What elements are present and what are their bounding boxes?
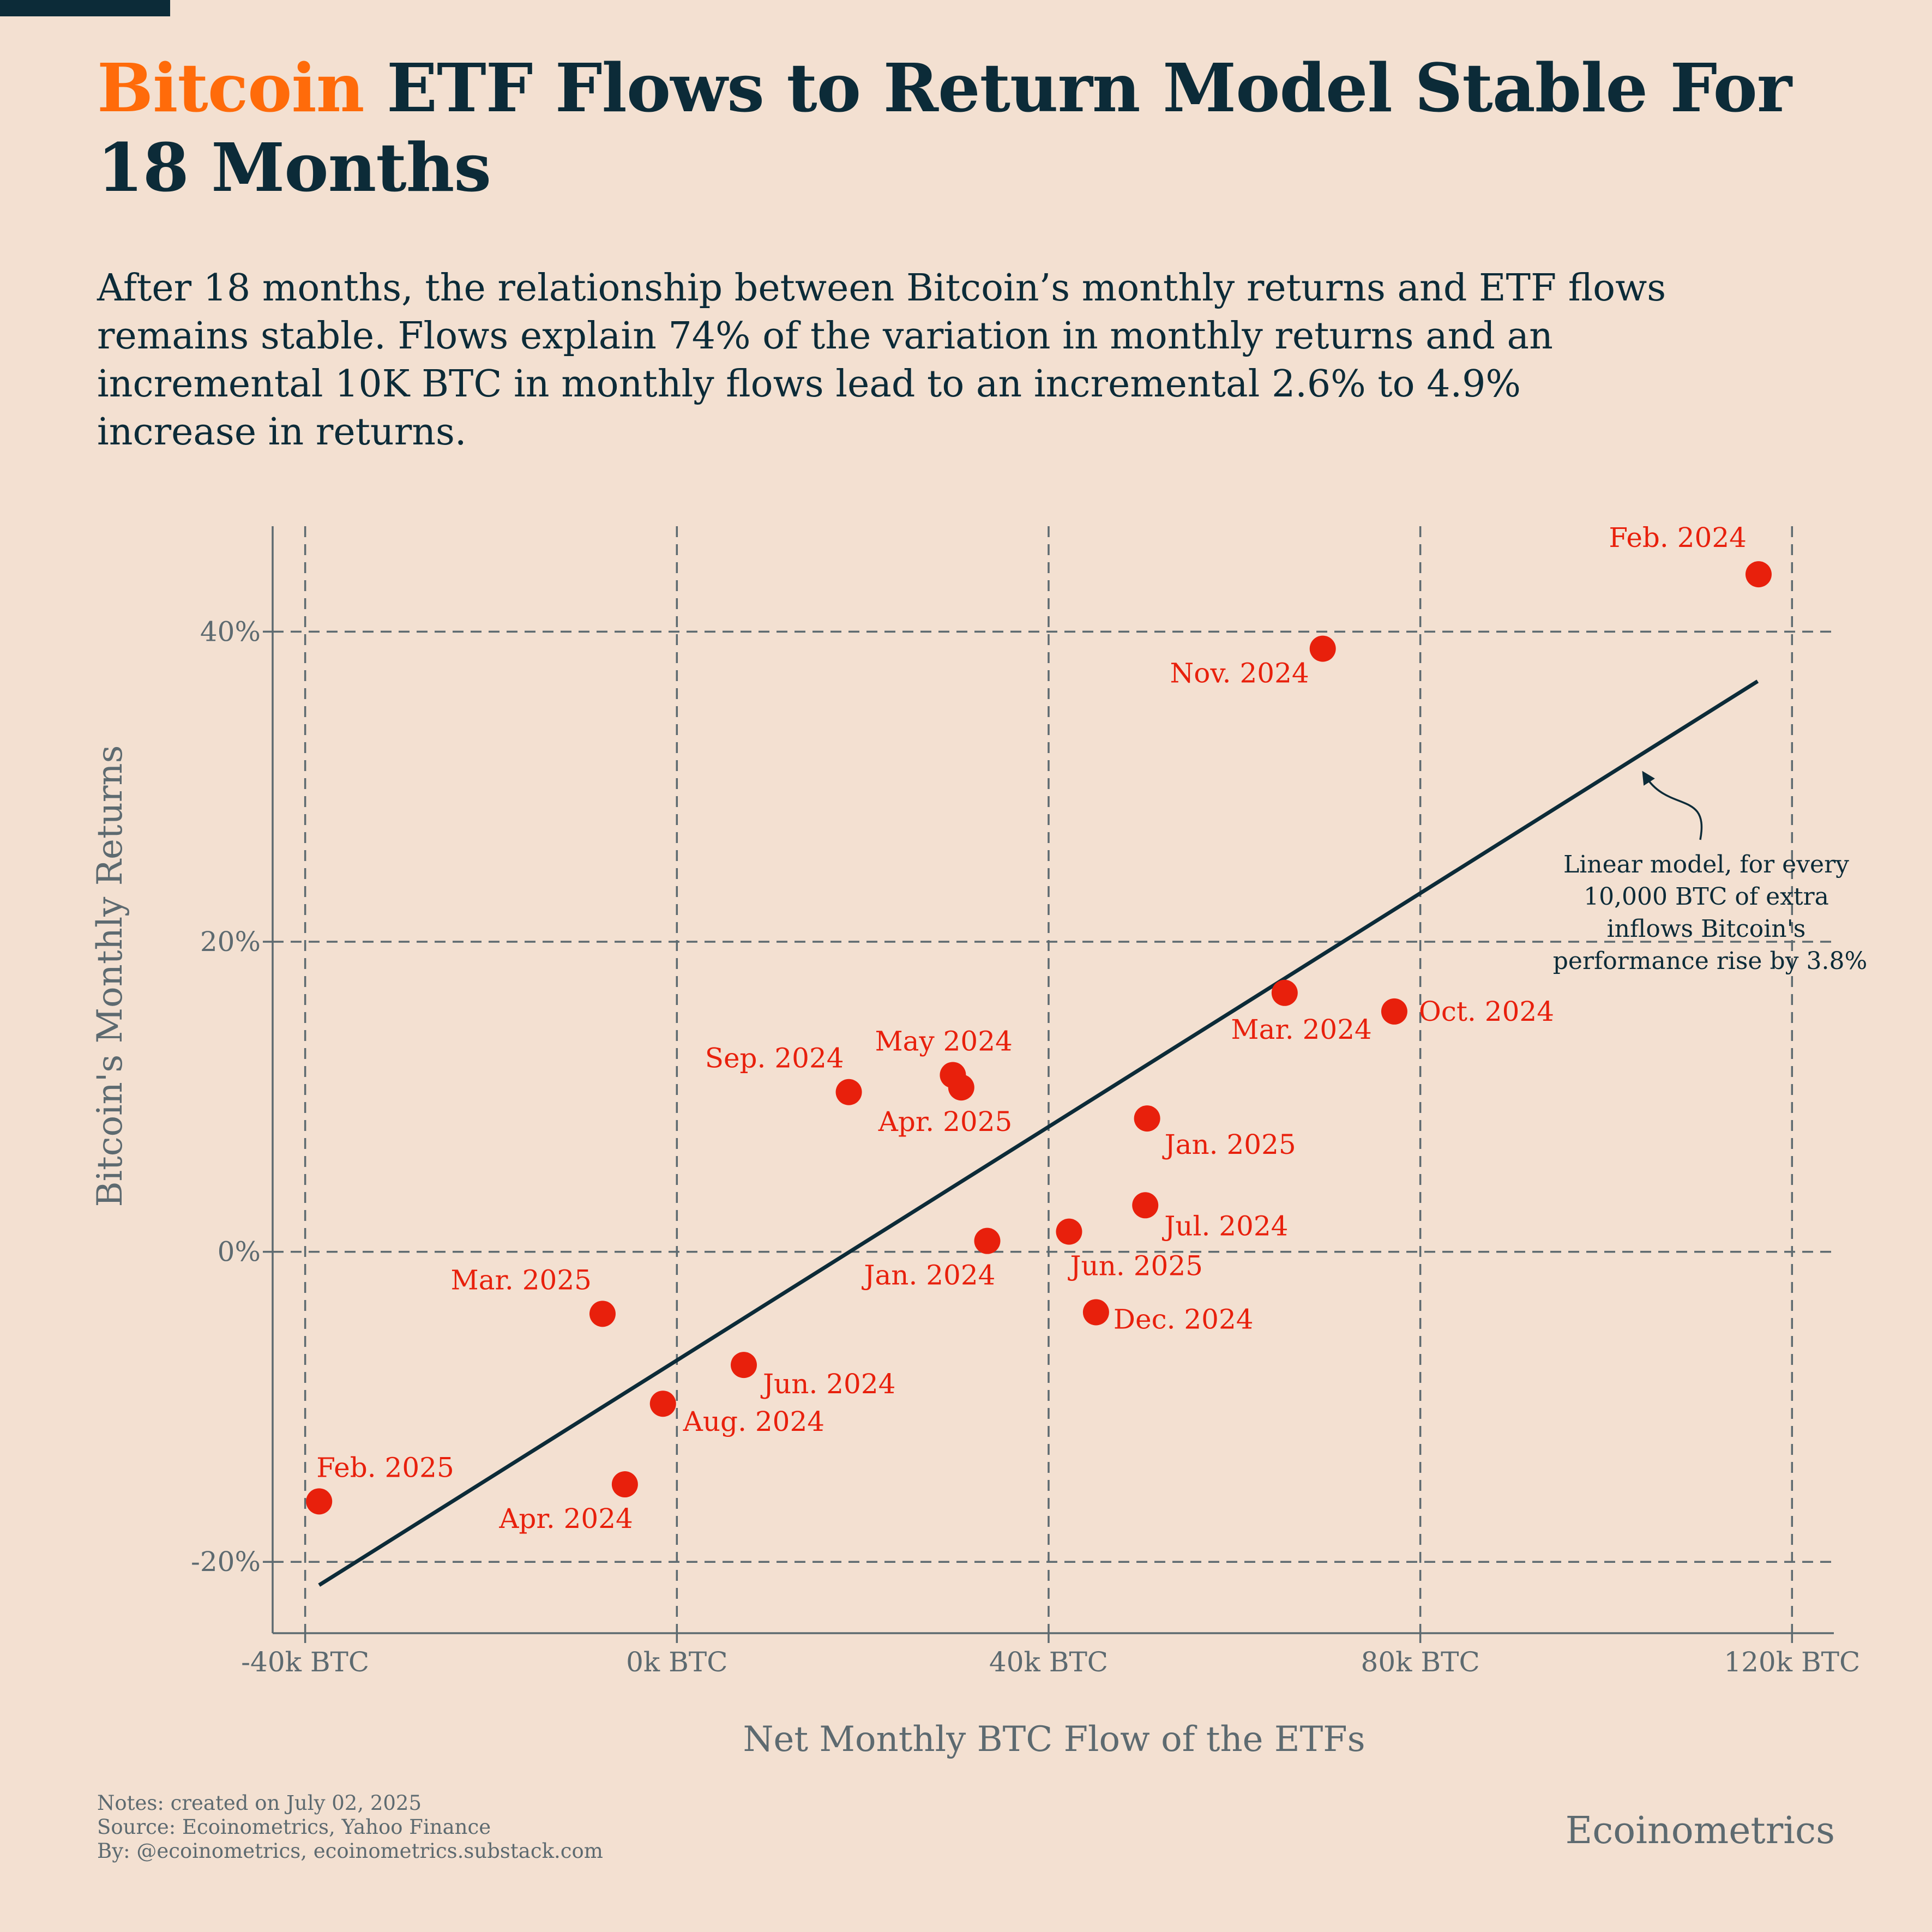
data-point bbox=[649, 1391, 676, 1417]
x-tick-label: 40k BTC bbox=[989, 1646, 1108, 1678]
data-point bbox=[835, 1079, 862, 1105]
point-label: May 2024 bbox=[875, 1025, 1012, 1057]
data-point bbox=[1381, 998, 1407, 1025]
point-label: Nov. 2024 bbox=[1170, 658, 1309, 689]
data-point bbox=[1745, 561, 1772, 588]
point-label: Jun. 2024 bbox=[760, 1368, 895, 1400]
data-point bbox=[1082, 1299, 1109, 1326]
x-tick-label: 120k BTC bbox=[1724, 1646, 1860, 1678]
footer-notes-line: Notes: created on July 02, 2025 bbox=[97, 1791, 422, 1815]
brand-logo-text: Ecoinometrics bbox=[1565, 1809, 1835, 1852]
y-axis-label: Bitcoin's Monthly Returns bbox=[90, 745, 130, 1207]
top-accent-bar bbox=[0, 0, 170, 16]
footer-source-line: Source: Ecoinometrics, Yahoo Finance bbox=[97, 1815, 491, 1839]
point-label: Mar. 2024 bbox=[1231, 1014, 1371, 1045]
point-label: Feb. 2025 bbox=[316, 1452, 454, 1483]
data-point bbox=[1134, 1105, 1160, 1132]
chart-subtitle: After 18 months, the relationship betwee… bbox=[97, 267, 1666, 454]
title-highlight: Bitcoin bbox=[97, 49, 365, 127]
data-point bbox=[1309, 635, 1336, 662]
point-labels: Feb. 2024 Nov. 2024 Oct. 2024 Mar. 2024 May … bbox=[316, 522, 1747, 1534]
y-tick-label: -20% bbox=[191, 1546, 261, 1578]
data-point bbox=[948, 1074, 974, 1101]
data-point bbox=[1271, 979, 1298, 1006]
annotation-arrow bbox=[1642, 771, 1703, 840]
data-point bbox=[731, 1352, 757, 1379]
point-label: Dec. 2024 bbox=[1114, 1303, 1254, 1335]
trend-line-layer bbox=[318, 679, 1759, 1587]
model-annotation: Linear model, for every 10,000 BTC of ex… bbox=[1553, 771, 1868, 975]
point-label: Apr. 2025 bbox=[878, 1106, 1013, 1137]
point-label: Jan. 2024 bbox=[861, 1260, 995, 1291]
point-label: Jul. 2024 bbox=[1161, 1210, 1288, 1242]
data-point bbox=[1056, 1218, 1082, 1245]
data-points bbox=[306, 561, 1772, 1515]
y-tick-label: 0% bbox=[218, 1236, 261, 1268]
chart-title: Bitcoin ETF Flows to Return Model Stable… bbox=[97, 48, 1842, 207]
svg-text:Linear model, for every: Linear model, for every 10,000 BTC of ex… bbox=[1553, 851, 1868, 975]
annotation-line-3: inflows Bitcoin's bbox=[1607, 915, 1806, 943]
tick-labels: -40k BTC 0k BTC 40k BTC 80k BTC 120k BTC -20%… bbox=[191, 616, 1860, 1678]
data-point bbox=[611, 1471, 638, 1498]
x-axis-label: Net Monthly BTC Flow of the ETFs bbox=[743, 1719, 1365, 1760]
grid-lines bbox=[273, 526, 1834, 1633]
footer-notes: Notes: created on July 02, 2025 Source: … bbox=[97, 1791, 603, 1863]
annotation-line-4: performance rise by 3.8% bbox=[1553, 947, 1868, 975]
title-rest: ETF Flows to Return Model Stable For 18 … bbox=[97, 49, 1792, 207]
point-label: Oct. 2024 bbox=[1419, 996, 1554, 1027]
y-tick-label: 40% bbox=[200, 616, 261, 647]
axes bbox=[263, 526, 1834, 1643]
data-point bbox=[1132, 1192, 1159, 1219]
annotation-line-1: Linear model, for every bbox=[1563, 851, 1849, 878]
x-tick-label: 80k BTC bbox=[1361, 1646, 1480, 1678]
annotation-line-2: 10,000 BTC of extra bbox=[1584, 883, 1829, 911]
point-label: Aug. 2024 bbox=[683, 1406, 824, 1437]
x-tick-label: 0k BTC bbox=[626, 1646, 727, 1678]
point-label: Sep. 2024 bbox=[705, 1043, 844, 1074]
x-tick-label: -40k BTC bbox=[241, 1646, 369, 1678]
trend-line bbox=[318, 679, 1759, 1587]
point-label: Feb. 2024 bbox=[1609, 522, 1747, 553]
data-point bbox=[589, 1301, 616, 1327]
point-label: Jan. 2025 bbox=[1162, 1129, 1296, 1160]
footer-by-line: By: @ecoinometrics, ecoinometrics.substa… bbox=[97, 1839, 603, 1863]
point-label: Jun. 2025 bbox=[1067, 1250, 1202, 1282]
y-tick-label: 20% bbox=[200, 926, 261, 958]
data-point bbox=[974, 1227, 1001, 1254]
data-point bbox=[306, 1488, 333, 1515]
point-label: Mar. 2025 bbox=[451, 1264, 592, 1296]
point-label: Apr. 2024 bbox=[498, 1503, 633, 1534]
